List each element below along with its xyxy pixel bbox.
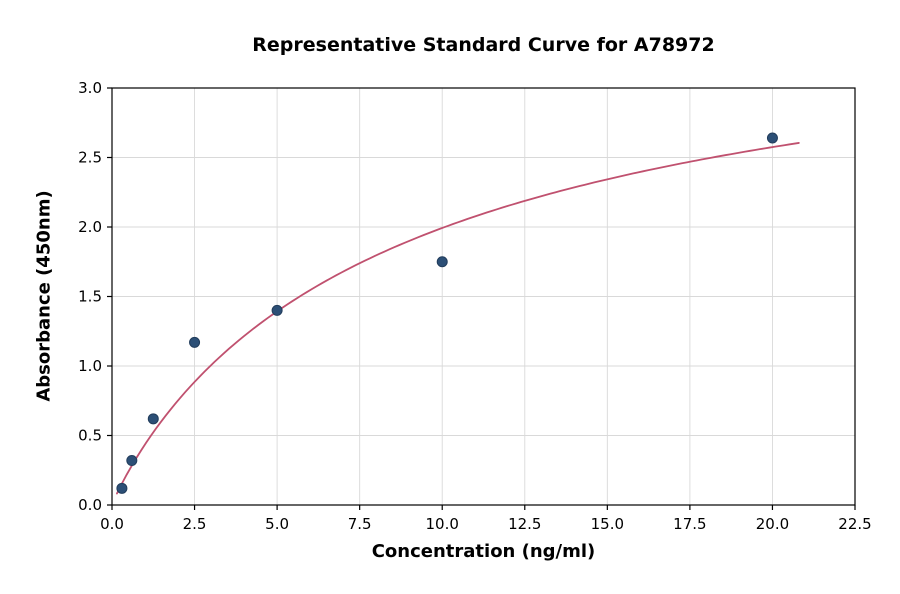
y-tick-label: 2.5 [78,149,102,167]
x-tick-label: 17.5 [673,515,706,533]
data-point [436,256,448,268]
data-point [116,482,128,494]
x-tick-label: 7.5 [348,515,372,533]
y-tick-label: 0.0 [78,496,102,514]
x-tick-label: 0.0 [100,515,124,533]
data-point [271,304,283,316]
y-tick-label: 2.0 [78,218,102,236]
x-tick-label: 12.5 [508,515,541,533]
data-point [766,132,778,144]
y-tick-label: 1.5 [78,288,102,306]
y-tick-label: 3.0 [78,79,102,97]
x-tick-label: 5.0 [265,515,289,533]
chart-title: Representative Standard Curve for A78972 [252,34,715,56]
y-axis-label: Absorbance (450nm) [33,190,55,402]
x-tick-label: 10.0 [426,515,459,533]
x-tick-label: 2.5 [183,515,207,533]
data-point [147,413,159,425]
x-tick-label: 15.0 [591,515,624,533]
data-point [189,336,201,348]
x-tick-label: 20.0 [756,515,789,533]
data-point [126,455,138,467]
y-tick-label: 0.5 [78,427,102,445]
y-tick-label: 1.0 [78,357,102,375]
fit-curve-line [116,142,800,495]
x-tick-label: 22.5 [838,515,871,533]
x-axis-label: Concentration (ng/ml) [371,541,596,562]
